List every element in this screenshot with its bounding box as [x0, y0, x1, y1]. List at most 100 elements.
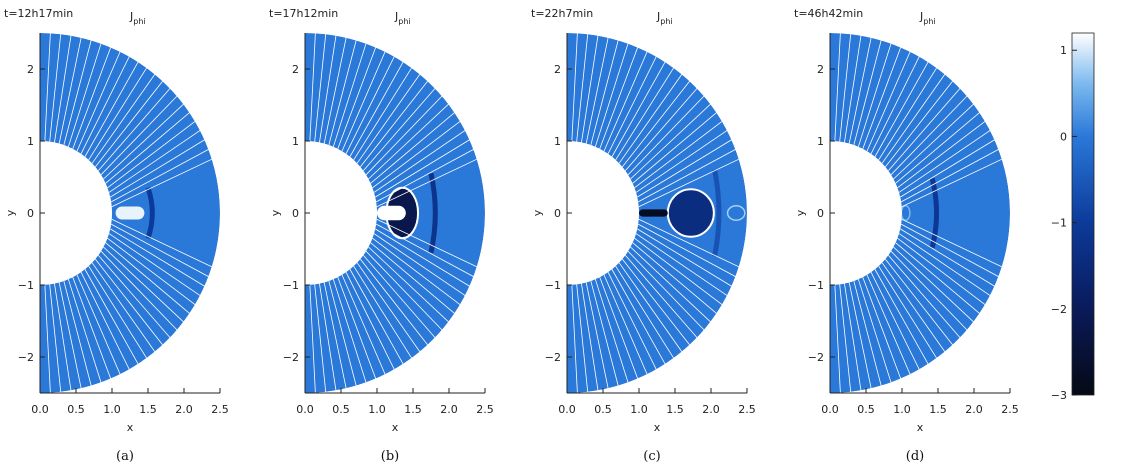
open-field-line [44, 33, 52, 142]
panel-caption: (c) [643, 449, 660, 464]
panel-a: 0.0 0.5 1.0 1.5 2.0 2.5 2 1 0 −1 −2 x y t=12h17min Jph… [4, 7, 229, 464]
x-tick-label: 0.0 [296, 403, 314, 416]
open-field-line [603, 274, 652, 383]
open-field-line [345, 48, 399, 155]
x-tick-label: 1.5 [139, 403, 157, 416]
open-field-line [108, 125, 208, 193]
field-map [567, 33, 747, 393]
x-tick-label: 1.5 [404, 403, 422, 416]
open-field-line [881, 66, 951, 164]
x-tick-label: 1.0 [893, 403, 911, 416]
open-field-line [581, 33, 600, 143]
open-field-line [341, 274, 390, 383]
open-field-line [878, 265, 942, 366]
panel-variable: Jphi [656, 10, 673, 26]
open-field-line [897, 115, 993, 189]
panel-caption: (d) [906, 449, 924, 464]
panel-c: 0.0 0.5 1.0 1.5 2.0 2.5 2 1 0 −1 −2 x y t=22h7min Jphi… [531, 7, 756, 464]
open-field-line [375, 223, 482, 282]
open-field-line [571, 284, 579, 393]
open-field-line [319, 283, 338, 393]
open-field-line [91, 262, 161, 360]
colorbar-tick-label: 0 [1060, 130, 1067, 143]
open-field-line [360, 73, 434, 168]
open-field-line [375, 134, 478, 198]
open-field-line [370, 106, 462, 184]
x-tick-label: 1.0 [368, 403, 386, 416]
x-tick-label: 0.0 [31, 403, 49, 416]
x-tick-label: 0.5 [332, 403, 350, 416]
open-field-line [866, 274, 915, 383]
open-field-line [848, 282, 874, 393]
colorbar-tick-label: −1 [1051, 217, 1067, 230]
open-field-line [363, 254, 442, 345]
x-tick-label: 2.5 [476, 403, 494, 416]
current-sheet [377, 205, 406, 221]
open-field-line [844, 33, 863, 143]
colorbar: 1 0 −1 −2 −3 [1051, 32, 1095, 402]
x-tick-label: 1.0 [103, 403, 121, 416]
open-field-line [862, 38, 905, 150]
open-field-line [615, 265, 679, 366]
open-field-line [84, 54, 143, 157]
current-band [712, 169, 722, 257]
y-tick-label: 1 [554, 135, 561, 148]
open-field-line [866, 43, 915, 152]
open-field-line [599, 276, 642, 388]
open-field-line [314, 284, 328, 393]
open-field-line [594, 279, 632, 392]
open-field-line [874, 269, 933, 372]
open-field-line [107, 115, 203, 189]
open-field-line [898, 233, 998, 301]
open-field-line [630, 97, 718, 180]
y-tick-label: −2 [283, 351, 299, 364]
x-tick-label: 2.0 [440, 403, 458, 416]
open-field-line [110, 223, 217, 282]
x-tick-label: 1.5 [929, 403, 947, 416]
y-tick-label: −1 [545, 279, 561, 292]
current-band [929, 177, 940, 249]
open-field-line [72, 38, 115, 150]
open-field-line [345, 271, 399, 378]
open-field-line [638, 218, 747, 272]
open-field-line [365, 250, 449, 337]
open-field-line [895, 242, 987, 320]
open-field-line [638, 154, 747, 208]
panel-time: t=46h42min [794, 7, 863, 20]
open-field-line [372, 115, 468, 189]
open-field-line [44, 284, 52, 393]
open-field-line [370, 242, 462, 320]
colorbar-tick-label: 1 [1060, 44, 1067, 57]
open-field-line [622, 73, 696, 168]
open-field-line [88, 265, 152, 366]
x-axis-label: x [392, 421, 399, 434]
open-field-line [885, 73, 959, 168]
open-field-line [576, 284, 590, 393]
open-field-line [576, 33, 590, 142]
open-field-line [635, 125, 735, 193]
open-field-line [88, 60, 152, 161]
open-field-line [368, 246, 456, 329]
open-field-line [76, 43, 125, 152]
current-sheet [115, 206, 145, 220]
x-axis-label: x [654, 421, 661, 434]
open-field-line [349, 54, 408, 157]
y-tick-label: −1 [283, 279, 299, 292]
open-field-line [634, 115, 730, 189]
open-field-line [323, 282, 349, 393]
x-tick-label: 2.0 [175, 403, 193, 416]
open-field-line [878, 60, 942, 161]
open-field-line [888, 81, 967, 172]
open-field-line [870, 271, 924, 378]
open-field-line [634, 237, 730, 311]
panel-variable-sub: phi [923, 17, 935, 26]
x-tick-label: 2.0 [965, 403, 983, 416]
open-field-line [607, 48, 661, 155]
y-tick-label: 2 [554, 63, 561, 76]
y-tick-label: 0 [817, 207, 824, 220]
open-field-line [373, 233, 473, 301]
current-ring [726, 205, 746, 221]
colorbar-scale [1071, 32, 1095, 396]
open-field-line [363, 81, 442, 172]
